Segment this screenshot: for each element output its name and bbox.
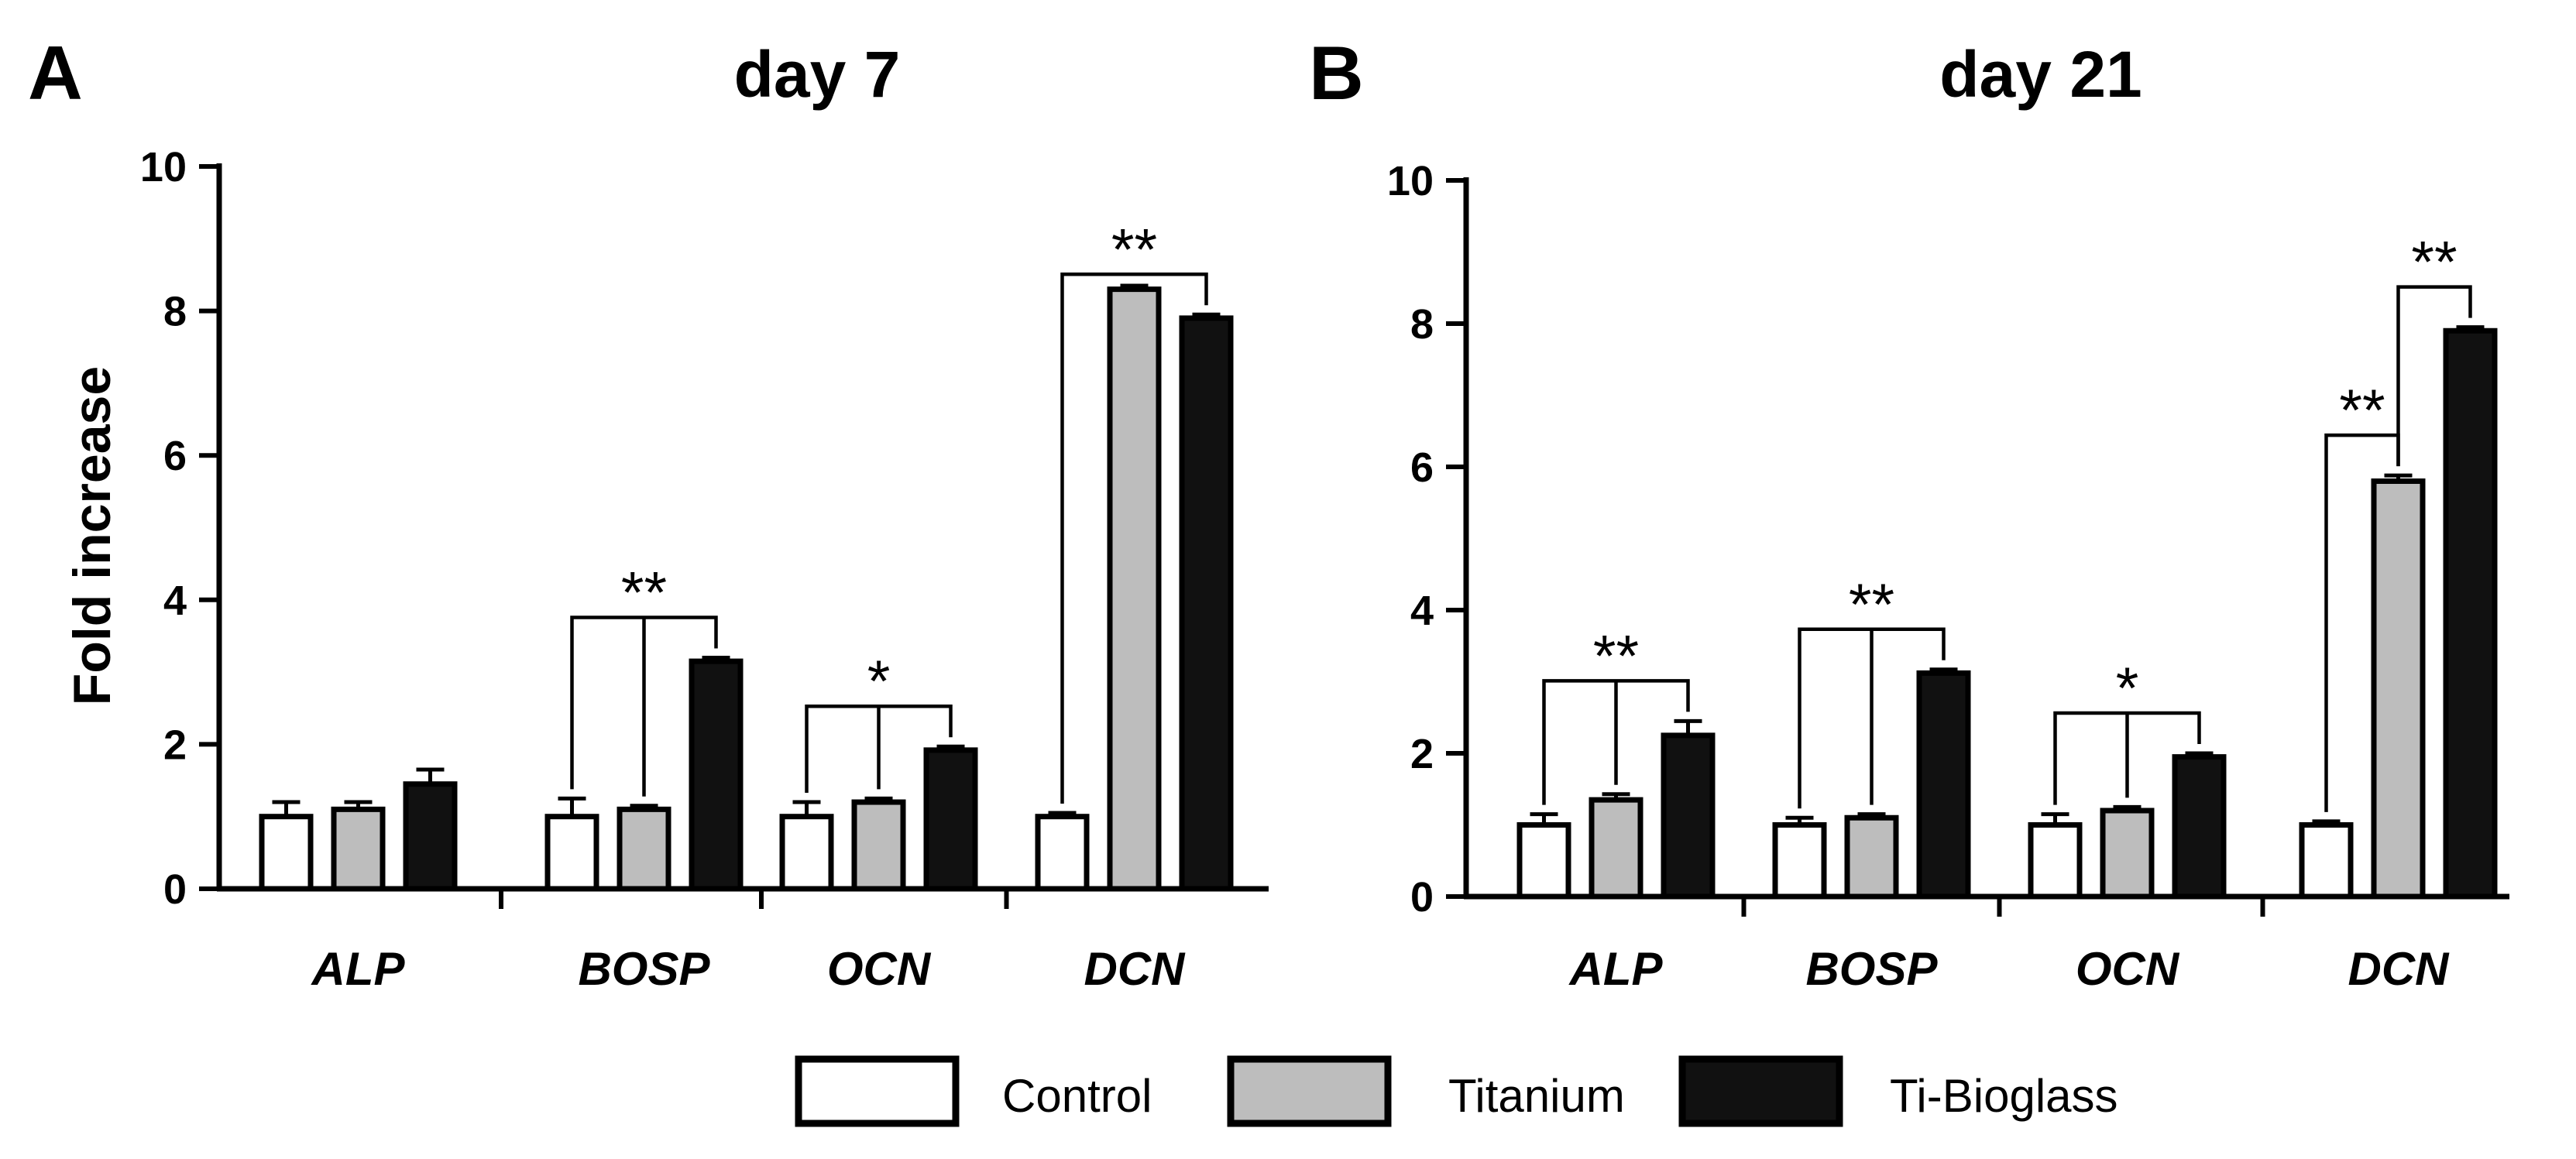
category-label-ocn: OCN [2076,943,2180,995]
legend-label-titanium: Titanium [1448,1070,1625,1122]
significance-label: * [2116,656,2139,722]
error-bar [1857,812,1886,818]
y-tick-label-a: 6 [163,433,187,479]
significance-label: ** [1849,572,1894,638]
error-bar [792,800,821,817]
y-tick-label-a: 8 [163,289,187,335]
bar-alp-ti-bioglass [403,781,458,892]
significance-label: ** [621,560,667,626]
error-bar [2384,473,2413,482]
panel-a-title: day 7 [734,38,901,111]
bar-dcn-titanium [1107,286,1162,892]
legend-swatch-ti-bioglass [1678,1055,1843,1127]
legend-swatch-control [795,1055,960,1127]
y-tick-label-b: 6 [1410,444,1434,491]
y-tick-label-b: 0 [1410,874,1434,921]
error-bar [1785,815,1814,825]
y-tick-label-a: 4 [163,578,187,624]
error-bar [344,800,373,810]
error-bar [2113,804,2142,811]
error-bar [1120,283,1149,290]
bar-ocn-titanium [2100,808,2155,900]
bar-alp-control [1516,822,1571,900]
error-bar [1048,811,1077,817]
bar-alp-ti-bioglass [1661,732,1716,900]
significance-bracket [2053,711,2201,805]
y-tick-label-a: 10 [140,144,187,190]
y-tick-label-b: 10 [1387,158,1434,204]
bar-ocn-control [2028,822,2083,900]
error-bar [2041,812,2069,825]
error-bar [1530,812,1558,825]
legend-swatch-titanium [1227,1055,1392,1127]
error-bar [2456,325,2485,331]
error-bar [416,767,445,784]
legend: Control Titanium Ti-Bioglass [795,1055,2118,1127]
error-bar [1192,312,1221,318]
bar-dcn-ti-bioglass [1179,315,1234,892]
error-bar [702,655,730,662]
category-label-alp: ALP [311,943,406,995]
y-tick-label-a: 2 [163,722,187,768]
bar-bosp-control [1772,822,1827,900]
panel-b-letter: B [1309,30,1364,115]
significance-label: ** [2411,230,2457,296]
error-bar [2312,819,2341,825]
category-label-bosp: BOSP [578,943,710,995]
bar-dcn-ti-bioglass [2443,327,2498,900]
bar-ocn-control [779,814,834,892]
error-bar [936,744,965,750]
bar-dcn-control [2299,822,2354,900]
error-bar [630,804,658,810]
bar-ocn-titanium [851,799,906,892]
bar-dcn-titanium [2371,478,2426,900]
significance-bracket [1798,627,1946,809]
error-bar [272,800,301,817]
category-label-bosp: BOSP [1805,943,1938,995]
bar-bosp-ti-bioglass [1916,670,1971,900]
category-label-dcn: DCN [2348,943,2451,995]
error-bar [1602,792,1630,801]
error-bar [558,796,586,817]
bar-bosp-titanium [617,806,671,892]
panel-b-title: day 21 [1939,38,2142,111]
bar-dcn-control [1035,814,1090,892]
bar-alp-titanium [331,806,386,892]
error-bar [1674,718,1702,736]
category-label-alp: ALP [1568,943,1664,995]
y-tick-label-b: 4 [1410,588,1434,634]
significance-label: ** [1111,217,1157,283]
significance-label: ** [1593,623,1639,689]
bar-ocn-ti-bioglass [2172,754,2227,900]
y-tick-label-b: 8 [1410,301,1434,348]
significance-bracket [1542,679,1690,805]
category-label-ocn: OCN [827,943,932,995]
significance-label: * [867,649,891,715]
y-tick-label-a: 0 [163,866,187,913]
y-axis-label: Fold increase [63,366,122,705]
bar-ocn-ti-bioglass [923,747,978,892]
significance-label: ** [2339,378,2385,444]
legend-label-ti-bioglass: Ti-Bioglass [1890,1070,2118,1122]
significance-bracket [1060,273,1208,804]
panel-a-letter: A [28,30,83,115]
error-bar [1929,667,1958,674]
bar-alp-control [259,814,314,892]
significance-bracket [805,704,953,794]
error-bar [864,796,893,803]
bar-bosp-titanium [1844,814,1899,900]
bar-bosp-control [544,814,599,892]
error-bar [2185,751,2214,757]
significance-bracket [570,616,718,797]
bar-alp-titanium [1589,797,1643,900]
significance-bracket [2396,285,2472,467]
y-tick-label-b: 2 [1410,731,1434,777]
category-label-dcn: DCN [1084,943,1187,995]
legend-label-control: Control [1002,1070,1152,1122]
bar-bosp-ti-bioglass [689,658,744,892]
